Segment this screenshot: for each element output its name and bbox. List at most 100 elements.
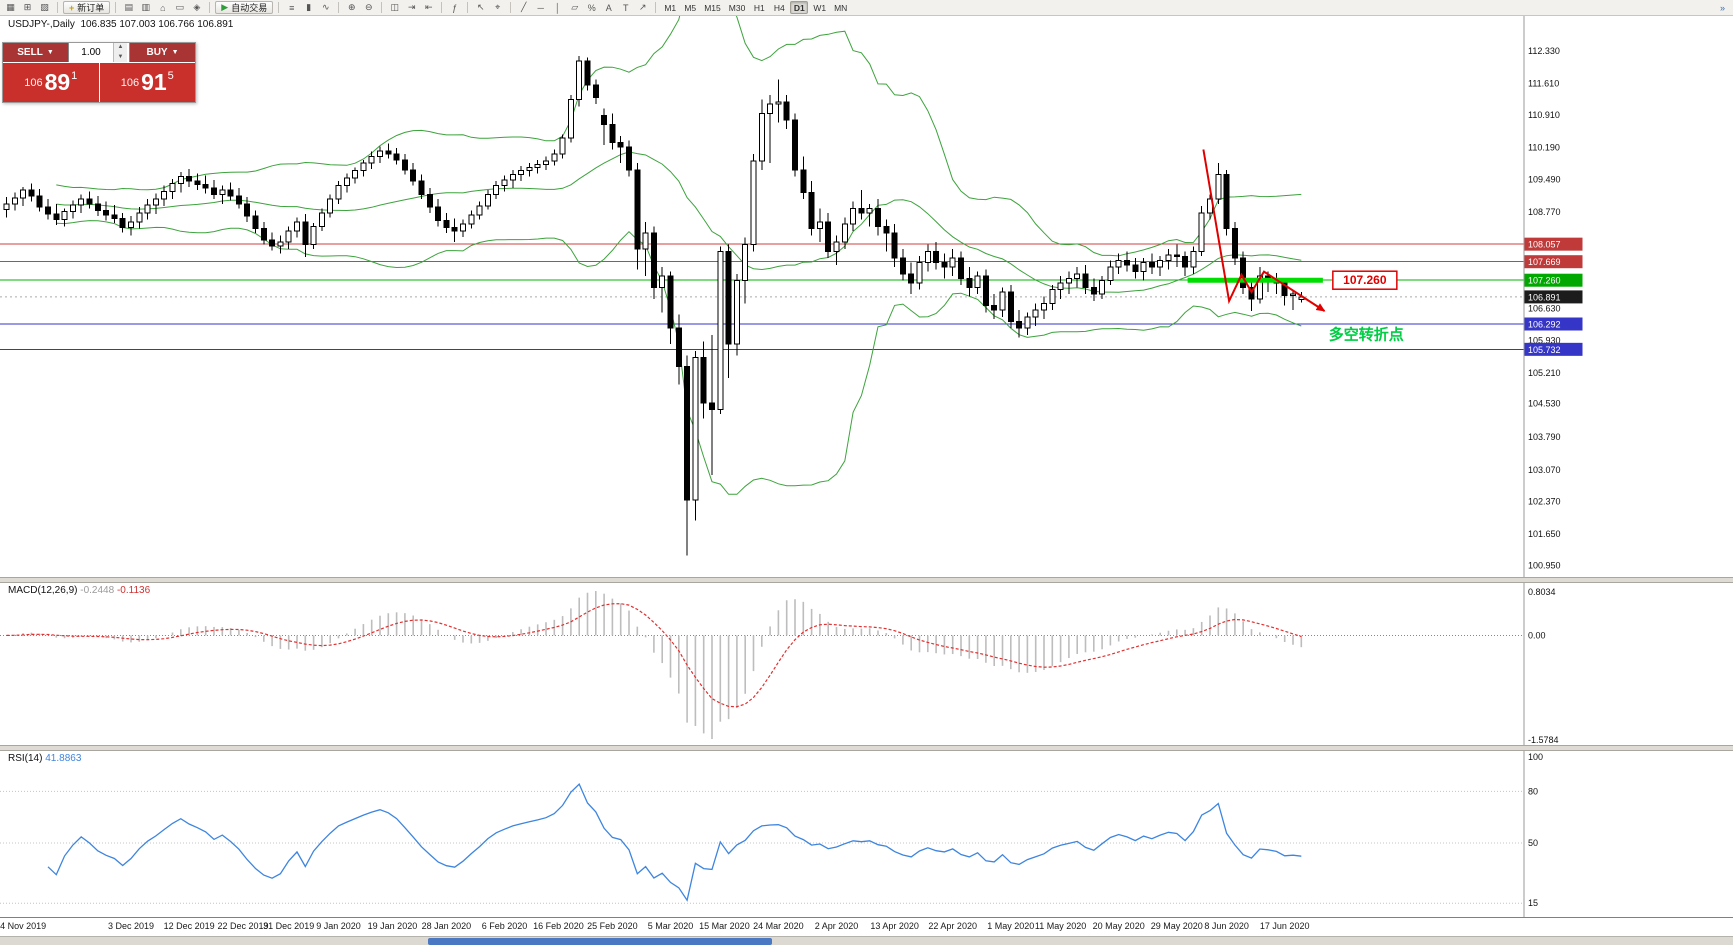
price-box[interactable] (1332, 270, 1398, 290)
rsi-canvas[interactable]: 100 80 50 15 (0, 751, 1733, 917)
data-window-icon[interactable]: ▥ (141, 2, 151, 12)
candle (435, 206, 442, 221)
candle (1140, 262, 1147, 273)
horizontal-line-icon[interactable]: ─ (537, 2, 544, 13)
candle (908, 273, 915, 284)
zoom-out-icon[interactable]: ⊖ (364, 2, 373, 12)
buy-price-pip: 5 (167, 69, 174, 82)
timeframe-d1[interactable]: D1 (790, 1, 809, 14)
candle (543, 160, 549, 165)
candle (235, 195, 242, 205)
line-chart-icon[interactable]: ∿ (321, 2, 330, 12)
buy-button[interactable]: BUY ▼ (130, 43, 195, 62)
equidistant-channel-icon[interactable]: ▱ (571, 2, 579, 12)
candlestick-chart-icon[interactable]: ▮ (306, 2, 312, 12)
timeframe-m5[interactable]: M5 (684, 3, 697, 13)
candle (94, 203, 101, 212)
text-icon[interactable]: A (605, 2, 612, 13)
text-label-icon[interactable]: T (622, 2, 629, 13)
market-watch-icon[interactable]: ▤ (124, 2, 134, 12)
candle (567, 99, 574, 139)
bar-chart-icon[interactable]: ≡ (289, 2, 295, 13)
candle (650, 232, 657, 288)
candle (933, 250, 940, 264)
time-axis-label: 11 May 2020 (1034, 921, 1087, 931)
terminal-icon[interactable]: ▭ (175, 2, 185, 12)
candle (700, 357, 707, 404)
auto-scroll-icon[interactable]: ⇥ (407, 2, 416, 12)
sell-price-tile[interactable]: 106 89 1 (3, 63, 99, 102)
time-axis-label: 28 Jan 2020 (421, 921, 472, 931)
crosshair-icon[interactable]: ⌖ (495, 2, 501, 12)
timeframe-w1[interactable]: W1 (813, 3, 827, 13)
cursor-icon[interactable]: ↖ (476, 2, 485, 12)
navigator-icon[interactable]: ⌂ (160, 2, 166, 13)
vertical-line-icon[interactable]: │ (554, 2, 561, 13)
price-tag-label: 106.891 (1528, 292, 1561, 302)
price-tag-label: 107.260 (1528, 276, 1561, 286)
time-axis-label: 31 Dec 2019 (263, 921, 315, 931)
candle (1016, 320, 1023, 329)
timeframe-h1[interactable]: H1 (753, 3, 765, 13)
bollinger-middle (56, 151, 1302, 293)
sell-button[interactable]: SELL ▼ (3, 43, 68, 62)
timeframe-m15[interactable]: M15 (704, 3, 721, 13)
volume-input[interactable] (69, 43, 113, 62)
time-axis-label: 19 Jan 2020 (367, 921, 418, 931)
arrow-tools-icon[interactable]: ↗ (638, 2, 647, 12)
candle (45, 206, 51, 215)
chart-profiles-icon[interactable]: ⊞ (23, 2, 32, 12)
macd-canvas[interactable]: 0.8034 0.00 -1.5784 (0, 583, 1733, 745)
timeframe-mn[interactable]: MN (834, 3, 848, 13)
time-axis[interactable]: 4 Nov 2019 3 Dec 2019 12 Dec 2019 22 Dec 20… (0, 917, 1733, 936)
zoom-in-icon[interactable]: ⊕ (347, 2, 356, 12)
chart-shift-icon[interactable]: ⇤ (424, 2, 433, 12)
buy-price-tile[interactable]: 106 91 5 (99, 63, 195, 102)
indicators-icon[interactable]: ƒ (452, 2, 458, 13)
candle (484, 194, 491, 207)
timeframe-m1[interactable]: M1 (664, 3, 677, 13)
candle (119, 218, 126, 229)
main-chart-canvas[interactable]: 112.330 111.610 110.910 110.190 109.490 108.7… (0, 16, 1733, 577)
autotrading-button[interactable]: ▶ 自动交易 (215, 1, 274, 14)
scrollbar-thumb[interactable] (428, 938, 772, 945)
candle (1148, 262, 1155, 268)
candle (742, 243, 749, 282)
candle (476, 205, 483, 216)
rsi-line (47, 782, 1302, 902)
candle (875, 207, 881, 227)
tile-windows-icon[interactable]: ◫ (390, 2, 399, 12)
toolbar-separator (209, 2, 211, 13)
toolbar-overflow-icon[interactable]: » (1719, 2, 1725, 13)
rsi-header: RSI(14) 41.8863 (8, 753, 81, 764)
new-order-button-label: 新订单 (77, 3, 105, 13)
fibonacci-icon[interactable]: % (587, 2, 596, 13)
horizontal-scrollbar[interactable] (0, 936, 1733, 945)
candle (891, 232, 898, 259)
candle (152, 198, 159, 206)
macd-axis-label: 0.00 (1528, 630, 1546, 640)
price-axis-label: 110.190 (1528, 143, 1560, 153)
panel-separator[interactable] (0, 745, 1733, 751)
timeframe-h4[interactable]: H4 (773, 3, 785, 13)
candle (1132, 264, 1139, 273)
buy-button-label: BUY (146, 47, 168, 58)
volume-up-icon[interactable]: ▲ (114, 43, 127, 53)
candle (883, 225, 890, 234)
panel-separator[interactable] (0, 577, 1733, 583)
templates-icon[interactable]: ▨ (40, 2, 49, 12)
pivot-annotation[interactable]: 多空转折点 (1329, 325, 1404, 343)
rsi-axis-label: 15 (1528, 898, 1538, 908)
candle (1049, 289, 1056, 304)
candle (244, 203, 251, 217)
time-axis-label: 8 Jun 2020 (1204, 921, 1249, 931)
trend-arrow[interactable] (1202, 149, 1326, 312)
new-order-button[interactable]: + 新订单 (63, 1, 111, 14)
timeframe-m30[interactable]: M30 (728, 3, 746, 13)
trendline-icon[interactable]: ╱ (521, 2, 527, 12)
strategy-tester-icon[interactable]: ◈ (193, 2, 201, 12)
candle (343, 177, 350, 187)
volume-down-icon[interactable]: ▼ (114, 52, 127, 62)
candle (1290, 293, 1296, 297)
new-chart-icon[interactable]: ▦ (6, 2, 15, 12)
